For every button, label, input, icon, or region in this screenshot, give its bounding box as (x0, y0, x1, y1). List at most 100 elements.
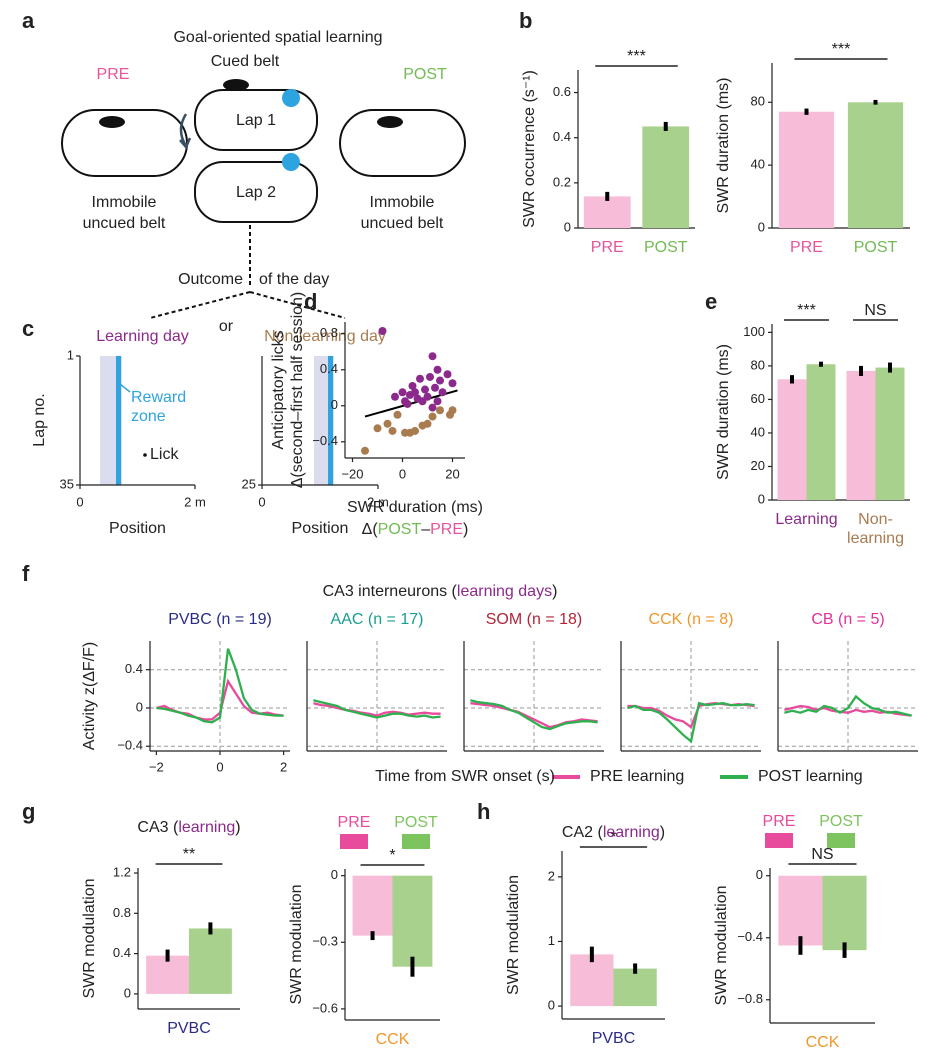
raster-title: Non-learning day (264, 328, 386, 345)
x-tick-label: POST (644, 239, 688, 256)
mice (99, 79, 403, 128)
point (436, 406, 444, 415)
y-tick-label: −0.4 (312, 433, 338, 448)
point (391, 392, 399, 401)
y-axis-label: SWR duration (ms) (715, 344, 732, 480)
x-axis-label-part: PRE (430, 521, 463, 538)
y-tick-label: 40 (751, 157, 765, 172)
y-tick-label: −0.3 (312, 934, 338, 949)
point (383, 419, 392, 428)
mouse (99, 116, 125, 128)
x-tick-label: −2 (149, 759, 164, 774)
y-tick-label: −0.4 (117, 738, 143, 753)
x-tick-label: learning (847, 530, 904, 547)
x-tick-label: 20 (445, 466, 459, 481)
y-tick-label: 80 (751, 94, 765, 109)
point (443, 370, 452, 379)
bar (806, 364, 836, 500)
y-axis-label: SWR modulation (713, 885, 730, 1005)
point (411, 426, 419, 435)
series-line (313, 702, 441, 717)
bar (846, 370, 876, 500)
x-tick-label: 0 (76, 494, 83, 509)
bar (352, 875, 393, 936)
belt-label: Cued belt (211, 53, 280, 70)
panel-letter: e (705, 289, 717, 314)
post-label: POST (403, 66, 447, 83)
belt (61, 109, 188, 177)
x-axis-label-part: Δ( (362, 521, 379, 538)
reward-zone (328, 356, 333, 485)
point (416, 374, 424, 383)
belt-label: Immobile (370, 194, 435, 211)
panel-title-part: ) (552, 583, 557, 600)
x-tick-label: 2 m (184, 494, 206, 509)
y-axis-label: Anticipatory licks (270, 330, 287, 449)
reward-zone-label: Reward (131, 389, 186, 406)
x-axis-label: Time from SWR onset (s) (375, 768, 555, 785)
reward-cue (282, 153, 300, 171)
bar (583, 196, 631, 228)
chart-title: CA3 (learning) (137, 819, 240, 836)
y-tick-label: 1 (67, 347, 74, 362)
bar (146, 955, 189, 994)
y-tick-label: −0.4 (737, 929, 763, 944)
panel-letter: c (22, 316, 34, 341)
x-axis-label: Position (292, 520, 349, 537)
x-axis-label-part: POST (378, 521, 422, 538)
series-line (470, 699, 598, 731)
y-tick-label: 1.2 (113, 864, 131, 879)
significance-label: NS (864, 302, 886, 319)
x-axis-label: SWR duration (ms) (347, 499, 483, 516)
outcome-label: Outcome (178, 271, 243, 288)
legend-label: POST (819, 813, 863, 830)
dashed-line (149, 291, 251, 319)
x-axis-label: Position (109, 520, 166, 537)
point (428, 403, 437, 412)
point (426, 372, 434, 381)
belt (339, 109, 466, 177)
y-tick-label: 60 (751, 391, 765, 406)
x-tick-label: CCK (376, 1031, 410, 1048)
outcome-label: of the day (259, 271, 329, 288)
lick-symbol (143, 453, 147, 457)
x-axis-label-part: ) (463, 521, 468, 538)
significance-label: ** (183, 846, 195, 863)
panel-letter: a (22, 8, 35, 33)
chart-title: CCK (n = 8) (649, 611, 734, 628)
y-axis-label: SWR modulation (81, 878, 98, 998)
x-tick-label: PVBC (592, 1030, 636, 1047)
panel-letter: d (304, 289, 317, 314)
chart-title-part: CA2 ( (562, 824, 604, 841)
lap-label: Lap 1 (236, 112, 276, 129)
chart-title: CB (n = 5) (811, 611, 884, 628)
y-axis-label: SWR occurrence (s⁻¹) (521, 70, 538, 228)
point (438, 388, 447, 397)
y-tick-label: 0 (331, 397, 338, 412)
significance-label: *** (832, 41, 851, 58)
panel-title-part: learning days (457, 583, 552, 600)
x-tick-label: 2 (280, 759, 287, 774)
mouse (223, 79, 249, 91)
pointer (119, 383, 131, 393)
legend-swatch (340, 834, 368, 849)
bar (777, 379, 807, 500)
point (373, 424, 382, 433)
schematic-title: Goal-oriented spatial learning (173, 29, 382, 46)
bar (613, 968, 657, 1007)
x-tick-label: 0 (399, 466, 406, 481)
belt-label: Immobile (92, 194, 157, 211)
panel-title: CA3 interneurons (learning days) (323, 583, 558, 600)
y-tick-label: 0.8 (320, 325, 338, 340)
x-tick-label: 0 (258, 494, 265, 509)
y-tick-label: 100 (743, 324, 765, 339)
bar (392, 875, 433, 967)
y-tick-label: 20 (751, 458, 765, 473)
legend-label: POST (394, 814, 438, 831)
y-axis-label: Δ(second–first half session) (289, 292, 306, 489)
y-tick-label: 40 (751, 424, 765, 439)
y-axis-label: SWR modulation (505, 875, 522, 995)
x-tick-label: 2 m (367, 494, 389, 509)
panel-letter: f (22, 561, 30, 586)
